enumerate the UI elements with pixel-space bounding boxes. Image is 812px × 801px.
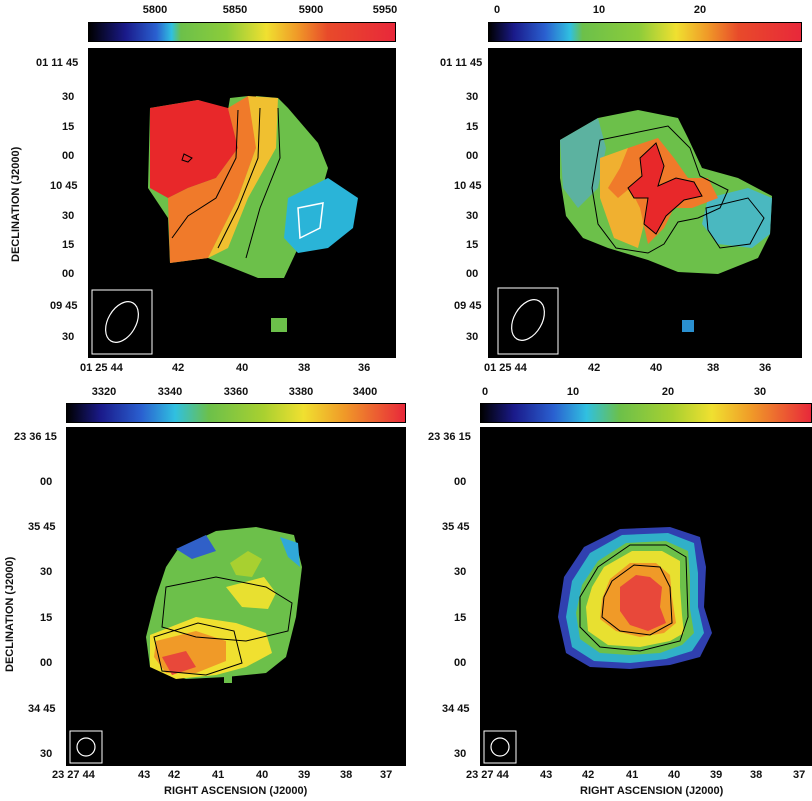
x-tick-label: 41 bbox=[626, 769, 639, 781]
colorbar-top-left bbox=[88, 22, 396, 42]
colorbar-tick: 10 bbox=[566, 386, 580, 398]
y-tick-label: 00 bbox=[62, 150, 75, 162]
y-tick-label: 34 45 bbox=[28, 703, 56, 715]
y-tick-label: 15 bbox=[466, 239, 479, 251]
y-tick-label: 09 45 bbox=[50, 300, 78, 312]
y-tick-label: 01 11 45 bbox=[440, 57, 483, 69]
y-tick-label: 23 36 15 bbox=[14, 431, 57, 443]
colorbar-tick: 20 bbox=[693, 4, 707, 16]
y-tick-label: 30 bbox=[40, 748, 53, 760]
x-tick-label: 42 bbox=[172, 362, 185, 374]
y-tick-label: 15 bbox=[62, 239, 75, 251]
y-tick-label: 35 45 bbox=[442, 521, 470, 533]
x-tick-label: 39 bbox=[710, 769, 723, 781]
y-tick-label: 30 bbox=[466, 331, 479, 343]
x-tick-label: 36 bbox=[358, 362, 371, 374]
y-tick-label: 23 36 15 bbox=[428, 431, 471, 443]
y-tick-label: 01 11 45 bbox=[36, 57, 79, 69]
x-tick-label: 43 bbox=[138, 769, 151, 781]
y-tick-label: 00 bbox=[466, 268, 479, 280]
x-tick-label: 37 bbox=[380, 769, 393, 781]
colorbar-tick: 3340 bbox=[157, 386, 183, 398]
y-tick-label: 30 bbox=[62, 91, 75, 103]
y-tick-label: 15 bbox=[40, 612, 53, 624]
y-tick-label: 30 bbox=[454, 566, 467, 578]
colorbar-bottom-left bbox=[66, 403, 406, 423]
colorbar-bottom-right bbox=[480, 403, 812, 423]
y-tick-label: 15 bbox=[466, 121, 479, 133]
colorbar-tick: 3380 bbox=[288, 386, 314, 398]
colorbar-tick: 3400 bbox=[352, 386, 378, 398]
y-tick-label: 30 bbox=[466, 91, 479, 103]
x-tick-label: 43 bbox=[540, 769, 553, 781]
y-tick-label: 35 45 bbox=[28, 521, 56, 533]
y-tick-label: 15 bbox=[62, 121, 75, 133]
dispersion-map-top-right bbox=[488, 48, 802, 358]
y-tick-label: 34 45 bbox=[442, 703, 470, 715]
colorbar-tick: 5950 bbox=[372, 4, 398, 16]
x-tick-label: 23 27 44 bbox=[466, 769, 509, 781]
x-tick-label: 40 bbox=[668, 769, 681, 781]
x-tick-label: 42 bbox=[588, 362, 601, 374]
x-tick-label: 42 bbox=[168, 769, 181, 781]
colorbar-tick: 3360 bbox=[223, 386, 249, 398]
colorbar-tick: 20 bbox=[661, 386, 675, 398]
colorbar-tick: 0 bbox=[482, 386, 489, 398]
y-tick-label: 00 bbox=[454, 476, 467, 488]
x-axis-label: RIGHT ASCENSION (J2000) bbox=[164, 785, 308, 797]
colorbar-tick: 5800 bbox=[142, 4, 168, 16]
x-tick-label: 38 bbox=[750, 769, 763, 781]
x-tick-label: 39 bbox=[298, 769, 311, 781]
velocity-map-top-left bbox=[88, 48, 396, 358]
y-tick-label: 00 bbox=[466, 150, 479, 162]
y-tick-label: 00 bbox=[454, 657, 467, 669]
y-axis-label: DECLINATION (J2000) bbox=[10, 146, 22, 262]
y-tick-label: 10 45 bbox=[50, 180, 78, 192]
x-tick-label: 23 27 44 bbox=[52, 769, 95, 781]
colorbar-tick: 5850 bbox=[222, 4, 248, 16]
y-tick-label: 30 bbox=[62, 331, 75, 343]
colorbar-tick: 30 bbox=[753, 386, 767, 398]
colorbar-tick: 3320 bbox=[91, 386, 117, 398]
x-tick-label: 38 bbox=[298, 362, 311, 374]
y-tick-label: 00 bbox=[40, 476, 53, 488]
x-tick-label: 40 bbox=[650, 362, 663, 374]
colorbar-tick: 10 bbox=[592, 4, 606, 16]
x-axis-label: RIGHT ASCENSION (J2000) bbox=[580, 785, 724, 797]
x-tick-label: 40 bbox=[256, 769, 269, 781]
y-tick-label: 30 bbox=[466, 210, 479, 222]
y-tick-label: 00 bbox=[62, 268, 75, 280]
x-tick-label: 41 bbox=[212, 769, 225, 781]
y-tick-label: 09 45 bbox=[454, 300, 482, 312]
y-tick-label: 30 bbox=[454, 748, 467, 760]
x-tick-label: 37 bbox=[793, 769, 806, 781]
x-tick-label: 38 bbox=[340, 769, 353, 781]
x-tick-label: 40 bbox=[236, 362, 249, 374]
dispersion-map-bottom-right bbox=[480, 427, 812, 766]
colorbar-top-right bbox=[488, 22, 802, 42]
colorbar-tick: 5900 bbox=[298, 4, 324, 16]
colorbar-tick: 0 bbox=[494, 4, 501, 16]
y-tick-label: 10 45 bbox=[454, 180, 482, 192]
y-tick-label: 30 bbox=[62, 210, 75, 222]
x-tick-label: 36 bbox=[759, 362, 772, 374]
y-axis-label: DECLINATION (J2000) bbox=[4, 556, 16, 672]
x-tick-label: 42 bbox=[582, 769, 595, 781]
x-tick-label: 01 25 44 bbox=[484, 362, 527, 374]
x-tick-label: 38 bbox=[707, 362, 720, 374]
velocity-map-bottom-left bbox=[66, 427, 406, 766]
y-tick-label: 15 bbox=[454, 612, 467, 624]
y-tick-label: 30 bbox=[40, 566, 53, 578]
y-tick-label: 00 bbox=[40, 657, 53, 669]
x-tick-label: 01 25 44 bbox=[80, 362, 123, 374]
